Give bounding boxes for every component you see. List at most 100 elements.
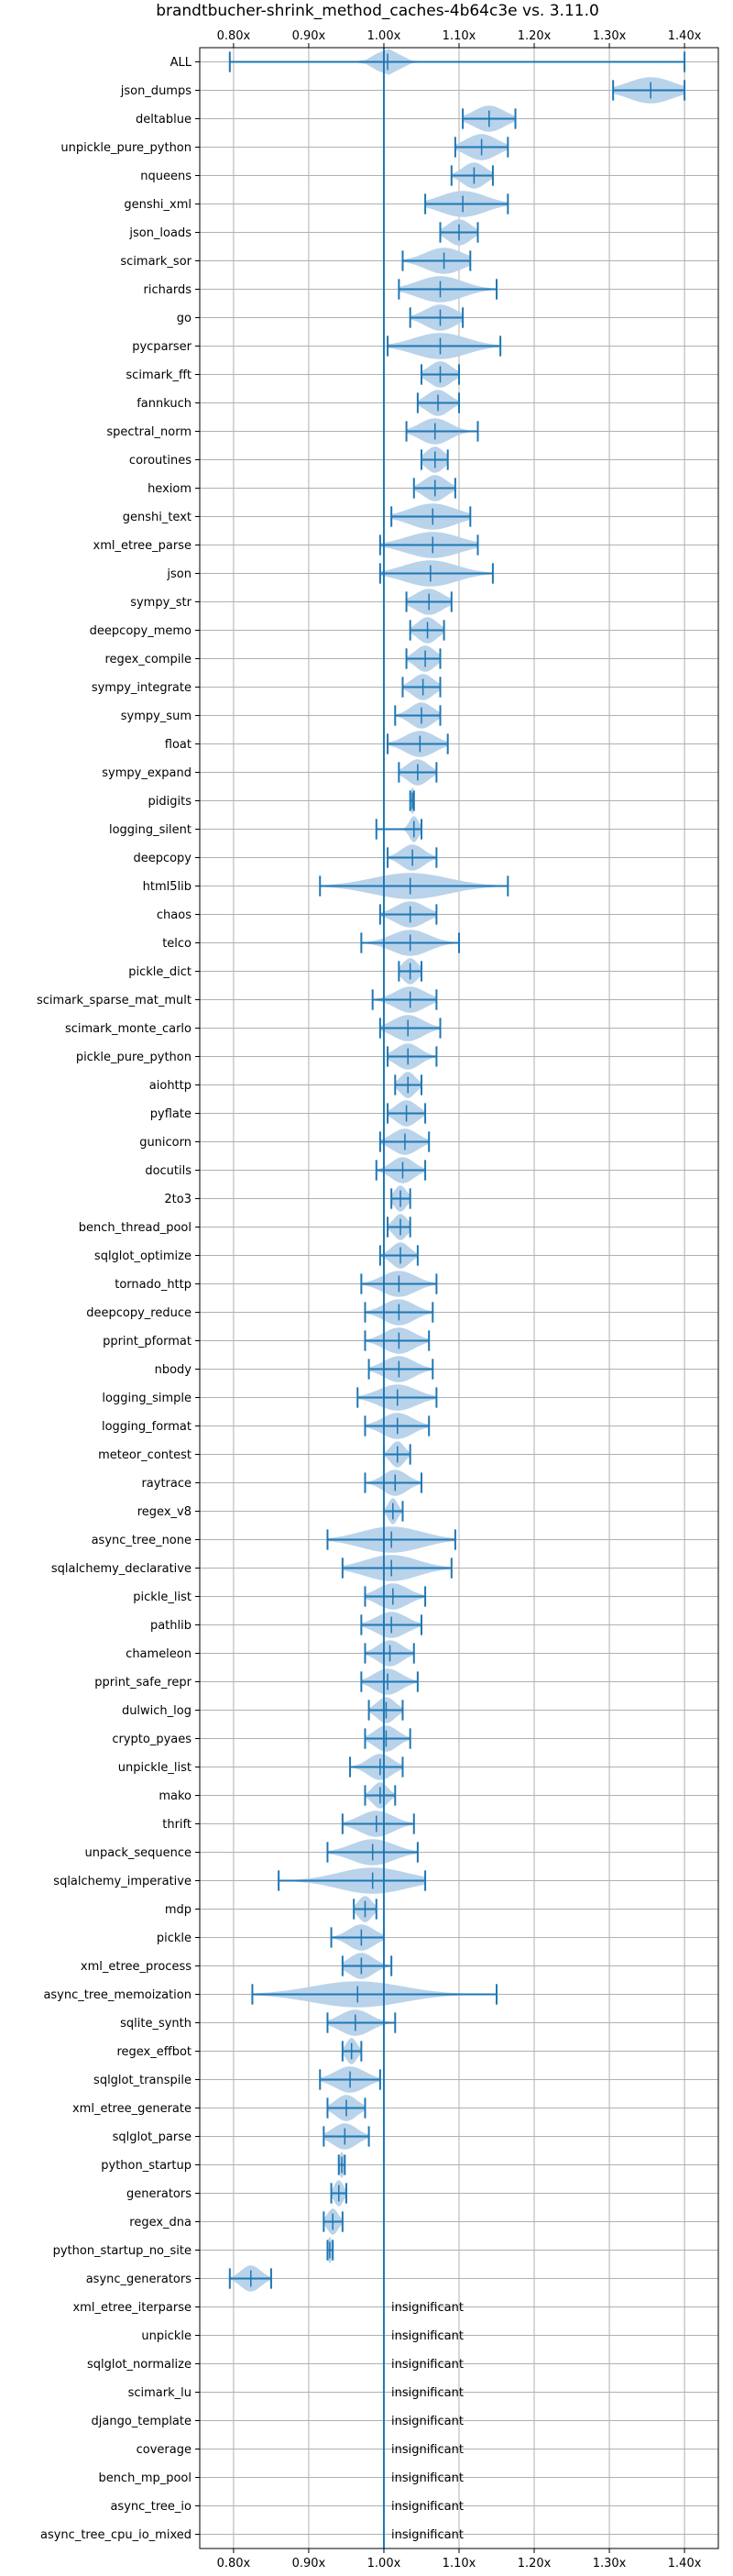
insignificant-label: insignificant (391, 2471, 464, 2485)
y-tick-label: deepcopy_reduce (86, 1306, 191, 1320)
insignificant-label: insignificant (391, 2301, 464, 2315)
x-tick-label-top: 0.90x (292, 29, 326, 43)
y-tick-label: deepcopy (133, 852, 191, 865)
y-tick-label: nbody (155, 1363, 192, 1377)
violin-coroutines (420, 446, 449, 473)
violin-float (387, 731, 449, 757)
violin-sqlalchemy_declarative (341, 1555, 453, 1581)
y-tick-label: logging_simple (102, 1392, 191, 1405)
y-tick-label: pathlib (150, 1619, 191, 1633)
y-tick-label: xml_etree_iterparse (72, 2301, 191, 2315)
violin-scimark_sparse_mat_mult (371, 986, 438, 1013)
y-tick-label: unpickle_list (118, 1761, 191, 1775)
violin-pycparser (387, 333, 502, 359)
y-tick-label: async_generators (86, 2273, 192, 2286)
y-tick-label: bench_thread_pool (79, 1221, 191, 1235)
violin-crypto_pyaes (364, 1725, 411, 1752)
violin-scimark_fft (420, 361, 460, 388)
y-tick-label: nqueens (140, 170, 191, 183)
violin-sympy_str (405, 589, 453, 615)
violin-2to3 (390, 1185, 411, 1212)
violin-bench_thread_pool (387, 1214, 411, 1240)
violin-unpickle_list (349, 1754, 404, 1780)
violin-json_dumps (612, 77, 686, 104)
violin-deepcopy_memo (409, 617, 445, 644)
violin-pidigits (409, 787, 415, 814)
violin-nbody (367, 1356, 434, 1382)
y-tick-label: pprint_pformat (103, 1335, 191, 1349)
x-tick-label-top: 1.10x (443, 29, 476, 43)
violin-regex_dna (323, 2208, 344, 2235)
y-tick-label: json_loads (128, 226, 191, 240)
violin-genshi_text (390, 503, 472, 530)
plot-frame (199, 47, 719, 2549)
y-tick-label: genshi_text (123, 511, 191, 524)
y-tick-label: scimark_monte_carlo (65, 1022, 191, 1036)
violin-pprint_safe_repr (360, 1668, 419, 1695)
y-tick-label: logging_silent (109, 823, 191, 837)
y-tick-label: sqlite_synth (120, 2017, 191, 2031)
violin-pickle_list (364, 1583, 427, 1610)
y-tick-label: regex_effbot (116, 2045, 191, 2059)
x-tick-label-bottom: 0.80x (217, 2557, 251, 2570)
violin-chaos (378, 901, 438, 928)
violin-sqlite_synth (326, 2009, 397, 2036)
violin-go (409, 304, 465, 331)
y-tick-label: xml_etree_parse (93, 539, 191, 553)
y-tick-label: scimark_lu (128, 2386, 191, 2400)
violin-pyflate (387, 1100, 427, 1127)
y-tick-label: crypto_pyaes (112, 1733, 191, 1746)
y-tick-label: meteor_contest (98, 1448, 191, 1462)
y-tick-label: mdp (165, 1903, 191, 1917)
y-tick-label: async_tree_memoization (43, 1988, 191, 2002)
violin-hexiom (412, 475, 456, 501)
y-tick-label: async_tree_none (92, 1534, 191, 1547)
violin-pickle_pure_python (387, 1043, 438, 1070)
insignificant-label: insignificant (391, 2415, 464, 2428)
violin-async_tree_none (326, 1526, 456, 1553)
y-tick-label: logging_format (102, 1420, 191, 1434)
y-tick-label: coroutines (129, 454, 191, 468)
y-tick-label: raytrace (141, 1477, 191, 1491)
violin-sympy_integrate (401, 674, 442, 700)
y-tick-label: scimark_sor (120, 255, 191, 269)
y-tick-label: float (165, 738, 191, 752)
violin-fannkuch (416, 390, 460, 416)
y-tick-label: regex_dna (129, 2216, 191, 2229)
violin-ALL (228, 49, 686, 75)
violin-python_startup (337, 2152, 346, 2178)
y-tick-label: chameleon (126, 1647, 191, 1661)
insignificant-label: insignificant (391, 2500, 464, 2514)
x-tick-label-top: 0.80x (217, 29, 251, 43)
y-tick-label: pickle_list (133, 1591, 191, 1604)
y-tick-label: sqlglot_optimize (94, 1249, 191, 1263)
violin-xml_etree_parse (378, 532, 479, 558)
insignificant-label: insignificant (391, 2443, 464, 2457)
violin-genshi_xml (424, 191, 509, 217)
y-tick-label: sympy_integrate (92, 681, 191, 695)
violin-deltablue (462, 105, 517, 132)
y-tick-label: xml_etree_process (81, 1960, 191, 1974)
y-tick-label: json_dumps (120, 84, 191, 98)
violin-sqlglot_optimize (378, 1242, 419, 1269)
y-tick-label: hexiom (148, 482, 191, 496)
violin-raytrace (364, 1470, 422, 1496)
y-tick-labels: ALL json_dumps deltablue unpickle_pure_pyth… (37, 56, 200, 2542)
violin-gunicorn (378, 1128, 431, 1155)
y-tick-label: sqlglot_transpile (93, 2074, 191, 2087)
y-tick-label: mako (159, 1789, 191, 1803)
violin-unpickle_pure_python (454, 134, 509, 160)
violin-richards (398, 276, 498, 303)
y-tick-label: sympy_sum (121, 710, 191, 723)
insignificant-label: insignificant (391, 2358, 464, 2372)
y-tick-label: xml_etree_generate (72, 2102, 191, 2116)
y-tick-label: bench_mp_pool (98, 2471, 191, 2485)
x-tick-label-bottom: 1.30x (593, 2557, 627, 2570)
y-tick-label: pidigits (148, 795, 192, 809)
x-tick-labels-top: 0.80x 0.90x 1.00x 1.10x 1.20x 1.30x 1.40x (217, 29, 702, 48)
violin-json_loads (439, 219, 479, 246)
x-tick-label-top: 1.40x (668, 29, 702, 43)
y-tick-label: richards (144, 283, 192, 297)
y-tick-label: scimark_sparse_mat_mult (37, 994, 191, 1007)
